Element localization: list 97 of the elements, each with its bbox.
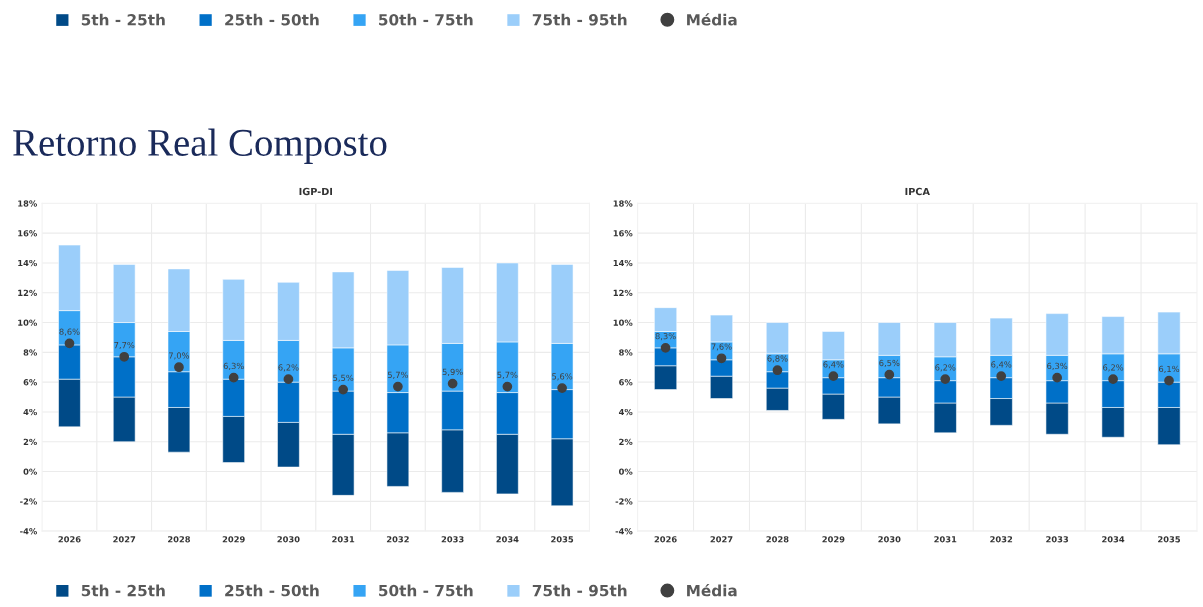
y-tick-label: -4% (20, 528, 37, 535)
x-tick-label: 2033 (1046, 536, 1069, 543)
legend-label: 5th - 25th (81, 13, 165, 26)
data-label: 6,8% (767, 355, 788, 363)
x-tick-label: 2029 (222, 536, 245, 543)
data-label: 5,7% (497, 371, 518, 379)
x-tick-label: 2028 (766, 536, 789, 543)
point (940, 374, 951, 385)
data-label: 5,7% (387, 371, 409, 379)
y-tick-label: 12% (613, 289, 633, 297)
y-tick-label: 2% (23, 438, 37, 446)
data-label: 8,3% (655, 333, 676, 341)
point (996, 371, 1007, 382)
point (64, 338, 75, 349)
point (338, 384, 349, 395)
y-tick-label: 18% (613, 200, 633, 207)
legend-label: 50th - 75th (379, 13, 473, 26)
y-tick-label: 10% (18, 319, 37, 326)
y-tick-label: 0% (618, 468, 633, 475)
x-tick-label: 2032 (990, 536, 1013, 543)
point (119, 351, 130, 362)
x-tick-label: 2033 (441, 536, 464, 543)
y-tick-label: 12% (18, 289, 37, 297)
data-label: 6,3% (1047, 362, 1068, 370)
x-tick-label: 2028 (168, 536, 191, 543)
data-label: 6,5% (879, 359, 900, 367)
x-tick-label: 2026 (654, 536, 677, 543)
data-label: 7,7% (114, 341, 135, 350)
data-label: 8,6% (59, 328, 80, 336)
x-tick-label: 2031 (934, 536, 957, 543)
point (228, 372, 239, 383)
chart-title: IPCA (905, 187, 930, 196)
y-tick-label: 14% (613, 259, 633, 267)
legend-label: 50th - 75th (379, 584, 473, 597)
point (393, 381, 403, 392)
y-tick-label: 8% (619, 349, 633, 356)
y-tick-label: 8% (23, 349, 37, 356)
x-tick-label: 2034 (1102, 536, 1125, 543)
y-tick-label: 0% (23, 468, 37, 475)
y-tick-label: -2% (615, 498, 633, 505)
point (716, 353, 727, 364)
x-tick-label: 2030 (277, 536, 300, 543)
legend-label: 75th - 95th (532, 13, 627, 26)
y-tick-label: 6% (23, 379, 37, 386)
y-tick-label: -4% (615, 528, 633, 535)
y-tick-label: 18% (18, 200, 37, 207)
text: Retorno Real Composto (13, 128, 387, 164)
x-tick-label: 2029 (822, 536, 845, 543)
data-label: 7,0% (169, 352, 190, 360)
point (660, 343, 671, 353)
x-tick-label: 2031 (332, 536, 355, 543)
point (884, 369, 895, 380)
x-tick-label: 2034 (496, 536, 519, 543)
y-tick-label: 10% (613, 319, 633, 326)
legend-label: 5th - 25th (81, 584, 165, 597)
legend-label: 25th - 50th (225, 13, 319, 26)
y-tick-label: 4% (23, 408, 37, 416)
y-tick-label: 6% (619, 379, 633, 386)
x-tick-label: 2035 (551, 536, 574, 543)
x-tick-label: 2027 (113, 536, 136, 543)
y-tick-label: -2% (20, 498, 37, 505)
x-tick-label: 2026 (58, 536, 81, 543)
y-tick-label: 16% (18, 230, 37, 237)
point (772, 365, 783, 376)
data-label: 5,6% (552, 373, 573, 381)
point (1108, 374, 1118, 385)
legend-label: 25th - 50th (225, 584, 319, 597)
legend-label: Média (687, 13, 737, 26)
data-label: 7,6% (711, 343, 732, 351)
data-label: 6,1% (1159, 365, 1180, 373)
y-tick-label: 4% (618, 408, 633, 416)
point (828, 371, 839, 382)
data-label: 6,2% (1103, 364, 1124, 372)
y-tick-label: 2% (619, 438, 633, 446)
data-label: 6,3% (223, 362, 244, 370)
data-label: 6,4% (991, 361, 1012, 369)
x-tick-label: 2035 (1158, 536, 1181, 543)
x-tick-label: 2027 (710, 536, 733, 543)
point (283, 374, 294, 385)
point (1164, 375, 1174, 386)
data-label: 6,4% (823, 361, 844, 369)
y-tick-label: 14% (18, 259, 37, 267)
data-label: 6,2% (278, 364, 299, 372)
data-label: 6,2% (935, 364, 956, 372)
point (1052, 372, 1062, 383)
point (174, 362, 184, 373)
data-label: 5,9% (442, 368, 463, 376)
chart-title: IGP-DI (299, 187, 333, 196)
legend-label: Média (687, 583, 737, 597)
point (447, 378, 458, 389)
legend-label: 75th - 95th (532, 584, 627, 597)
x-tick-label: 2032 (386, 536, 409, 543)
data-label: 5,5% (333, 374, 354, 382)
point (557, 383, 567, 393)
point (502, 381, 513, 392)
y-tick-label: 16% (613, 230, 633, 237)
x-tick-label: 2030 (878, 536, 901, 543)
